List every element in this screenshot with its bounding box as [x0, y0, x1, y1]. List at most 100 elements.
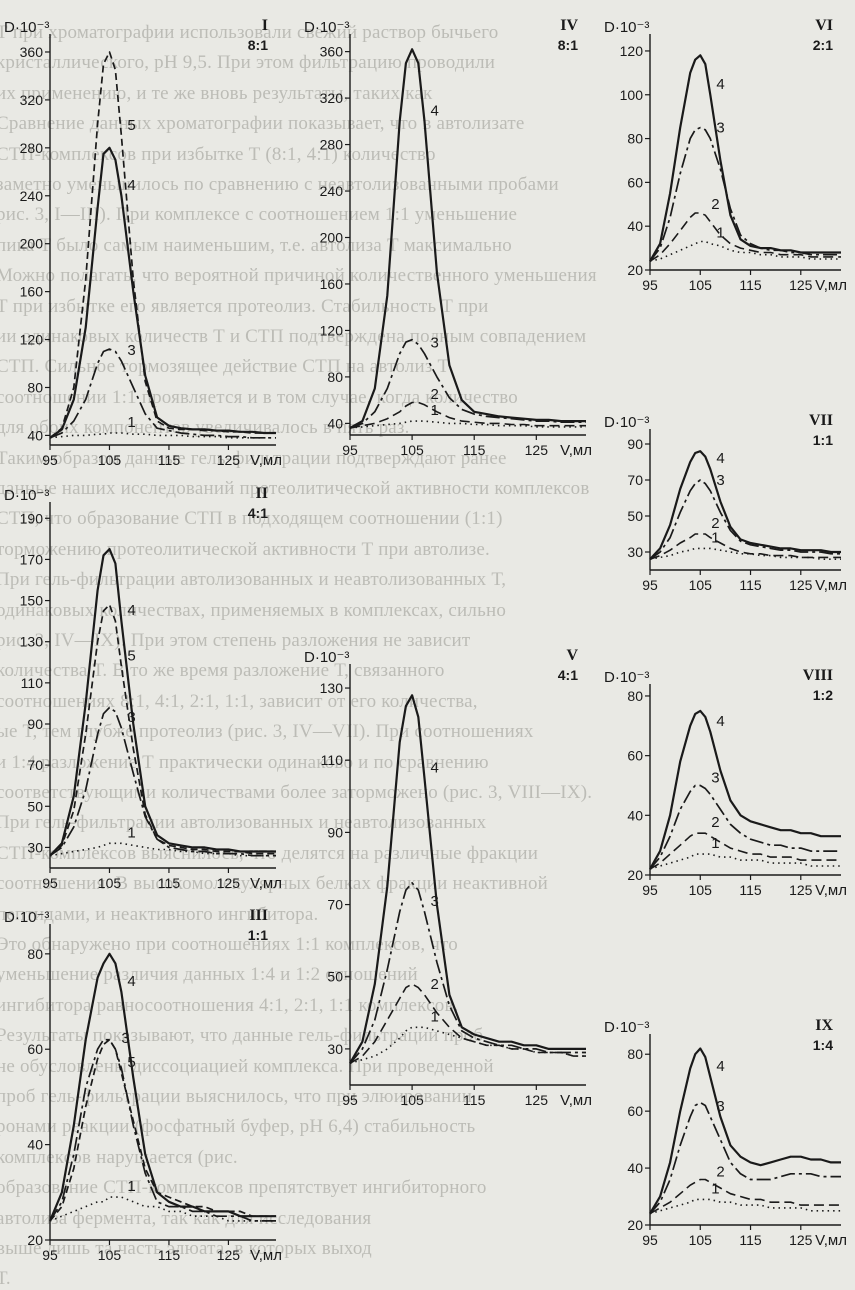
series-label-3: 3 [716, 120, 724, 137]
background-text-line: При гель-фильтрации автолизованных и неа… [0, 569, 507, 591]
background-text-line: заметно уменьшилось по сравнению с неавт… [0, 174, 559, 195]
x-tick-label: 105 [689, 277, 713, 293]
x-tick-label: 115 [158, 1247, 181, 1263]
series-line-5 [49, 603, 276, 857]
y-tick-label: 70 [27, 757, 43, 773]
series-label-3: 3 [716, 472, 724, 489]
series-line-1 [349, 1026, 586, 1065]
series-label-5: 5 [127, 1054, 135, 1071]
x-axis-label: V,мл [250, 452, 282, 469]
panel-roman-numeral: VII [809, 412, 833, 429]
y-tick-label: 200 [20, 236, 44, 252]
chart-panel-vii: 30 50 70 90 95 105 115 125 V,мл D·10⁻³ VII 1:1 1 2 3 4 [600, 405, 855, 600]
panel-roman-numeral: IX [815, 1017, 833, 1034]
chart-svg: 20 40 60 80 95 105 115 125 V,мл D·10⁻³ III 1:1 1 3 4 5 [4, 907, 282, 1264]
series-label-2: 2 [711, 196, 719, 213]
background-text-line: ингибитора равносоотношения 4:1, 2:1, 1:… [0, 994, 459, 1016]
x-tick-label: 95 [642, 277, 658, 293]
background-text-line: Это обнаружено при соотношениях 1:1 комп… [0, 934, 458, 955]
series-label-5: 5 [127, 647, 135, 664]
series-line-3 [649, 126, 841, 262]
x-tick-label: 125 [217, 875, 241, 891]
series-label-4: 4 [716, 76, 724, 93]
background-text-line: ронами реакции (фосфатный буфер, рН 6,4)… [0, 1116, 476, 1138]
x-tick-label: 95 [342, 442, 358, 458]
x-tick-label: 115 [158, 452, 181, 468]
panel-ratio-label: 8:1 [558, 37, 578, 53]
y-tick-label: 90 [627, 436, 643, 452]
x-tick-label: 115 [463, 442, 486, 458]
x-tick-label: 105 [98, 875, 122, 891]
background-text-line: комплексов нарушается (рис. [0, 1146, 238, 1168]
panel-ratio-label: 8:1 [248, 37, 268, 53]
series-label-1: 1 [716, 225, 724, 242]
x-tick-label: 105 [98, 1247, 122, 1263]
background-text-line: СТП. Сильное тормозящее действие СТП на … [0, 356, 450, 378]
series-label-2: 2 [716, 1163, 724, 1180]
y-tick-label: 70 [327, 897, 343, 913]
background-text-line: уменьшение различия данных 1:4 и 1:2 отн… [0, 964, 418, 986]
y-axis-label: D·10⁻³ [604, 1019, 649, 1036]
y-tick-label: 50 [27, 798, 43, 814]
x-tick-label: 125 [525, 442, 549, 458]
panel-ratio-label: 2:1 [813, 37, 833, 53]
y-tick-label: 30 [327, 1041, 343, 1057]
background-text-line: рис. 3, IV—IX). При этом степень разложе… [0, 630, 471, 651]
series-line-4 [49, 146, 276, 439]
background-text-line: При гель-фильтрации автолизованных и неа… [0, 812, 487, 834]
series-label-1: 1 [711, 529, 719, 546]
y-tick-label: 320 [320, 90, 344, 106]
series-label-4: 4 [127, 177, 135, 194]
y-tick-label: 190 [20, 510, 44, 526]
x-tick-label: 95 [42, 452, 58, 468]
background-text-line: торможению протеолитической активности Т… [0, 538, 490, 560]
chart-panel-iii: 20 40 60 80 95 105 115 125 V,мл D·10⁻³ III 1:1 1 3 4 5 [0, 900, 290, 1270]
y-tick-label: 40 [627, 807, 643, 823]
y-tick-label: 30 [27, 839, 43, 855]
y-axis-label: D·10⁻³ [604, 669, 649, 686]
y-tick-label: 160 [320, 276, 344, 292]
series-label-3: 3 [711, 769, 719, 786]
panel-ratio-label: 1:4 [813, 1037, 833, 1053]
panel-roman-numeral: I [262, 17, 268, 34]
background-text-line: не обусловлены диссоциацией комплекса. П… [0, 1055, 494, 1077]
panel-ratio-label: 4:1 [558, 667, 578, 683]
y-tick-label: 170 [20, 551, 44, 567]
series-label-2: 2 [711, 515, 719, 532]
y-tick-label: 80 [327, 369, 343, 385]
y-axis-label: D·10⁻³ [4, 487, 49, 504]
y-tick-label: 60 [627, 1103, 643, 1119]
background-text-line: выше лишь та часть элюата, в которых вых… [0, 1238, 372, 1259]
chart-svg: 40 80 120 160 200 240 280 320 360 95 105 115 125 V,мл… [4, 17, 282, 469]
series-line-1 [49, 1196, 276, 1222]
series-label-2: 2 [711, 814, 719, 831]
series-label-1: 1 [127, 414, 135, 431]
background-text-line: автолиза фермента, так как для исследова… [0, 1207, 372, 1229]
series-line-4 [649, 1047, 841, 1215]
chart-svg: 30 50 70 90 110 130 150 170 190 95 105 115 125 V,мл D·… [4, 485, 282, 892]
y-tick-label: 280 [320, 137, 344, 153]
series-line-2 [349, 983, 586, 1064]
y-tick-label: 20 [27, 1232, 43, 1248]
chart-svg: 20 40 60 80 95 105 115 125 V,мл D·10⁻³ IX 1:4 12 3 4 [604, 1017, 847, 1249]
background-text-line: соотношении 1:1 проявляется и в том случ… [0, 386, 518, 408]
series-line-3 [49, 1038, 276, 1222]
chart-svg: 40 80 120 160 200 240 280 320 360 95 105 115 125 V,мл… [304, 17, 592, 459]
series-line-2 [649, 212, 841, 262]
background-text-line: Таким образом данные гель-фильтрации под… [0, 447, 507, 469]
background-text-line: Т при избытке его является протеолиз. Ст… [0, 295, 489, 317]
series-line-3 [349, 338, 586, 429]
x-axis-label: V,мл [560, 442, 592, 459]
panel-roman-numeral: V [566, 647, 578, 664]
background-text-line: проб гель-фильтрации выяснилось, что при… [0, 1086, 473, 1107]
x-tick-label: 125 [789, 577, 813, 593]
x-tick-label: 105 [689, 577, 713, 593]
y-axis-label: D·10⁻³ [4, 19, 49, 36]
series-line-2 [649, 832, 841, 870]
x-tick-label: 95 [42, 875, 58, 891]
x-axis-label: V,мл [815, 882, 847, 899]
chart-svg: 30 50 70 90 95 105 115 125 V,мл D·10⁻³ VII 1:1 12 3 4 [604, 412, 847, 594]
x-tick-label: 125 [217, 1247, 241, 1263]
y-tick-label: 70 [627, 472, 643, 488]
x-tick-label: 125 [217, 452, 241, 468]
